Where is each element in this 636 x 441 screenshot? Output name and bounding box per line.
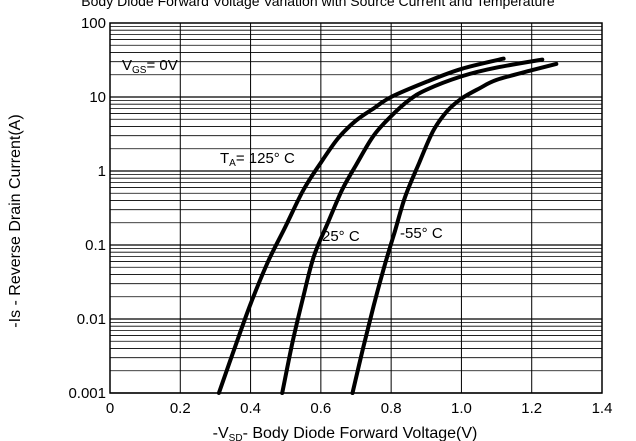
x-tick-label: 0.8 [381, 400, 402, 417]
series-label-125c: TA= 125° C [220, 150, 295, 169]
series-line-2 [350, 61, 559, 395]
x-tick-label: 0.6 [310, 400, 331, 417]
y-tick-label: 0.001 [68, 385, 106, 402]
x-tick-label: 0 [106, 400, 114, 417]
y-axis-ticks: 0.001 0.01 0.1 1 10 100 [68, 15, 106, 402]
grid-lines [109, 23, 603, 394]
y-tick-label: 10 [89, 89, 106, 106]
y-tick-label: 100 [81, 15, 106, 32]
x-axis-label: -VSD- Body Diode Forward Voltage(V) [213, 425, 478, 441]
x-axis-ticks: 0 0.2 0.4 0.6 0.8 1.0 1.2 1.4 [106, 400, 613, 417]
chart-title: Body Diode Forward Voltage Variation wit… [81, 0, 555, 9]
x-tick-label: 0.2 [170, 400, 191, 417]
x-tick-label: 1.2 [521, 400, 542, 417]
y-tick-label: 0.1 [85, 237, 106, 254]
x-tick-label: 1.0 [451, 400, 472, 417]
y-tick-label: 0.01 [77, 311, 106, 328]
series-label-25c: 25° C [322, 228, 360, 245]
vgs-condition-label: VGS= 0V [122, 57, 178, 76]
x-tick-label: 1.4 [592, 400, 613, 417]
series-label-minus55c: -55° C [400, 225, 443, 242]
series-curves [216, 56, 559, 395]
y-tick-label: 1 [98, 163, 106, 180]
series-line-1 [280, 57, 545, 395]
plot-area-frame [109, 22, 603, 394]
series-line-0 [216, 56, 506, 395]
y-axis-label: -Is - Reverse Drain Current(A) [7, 114, 24, 327]
x-tick-label: 0.4 [240, 400, 261, 417]
